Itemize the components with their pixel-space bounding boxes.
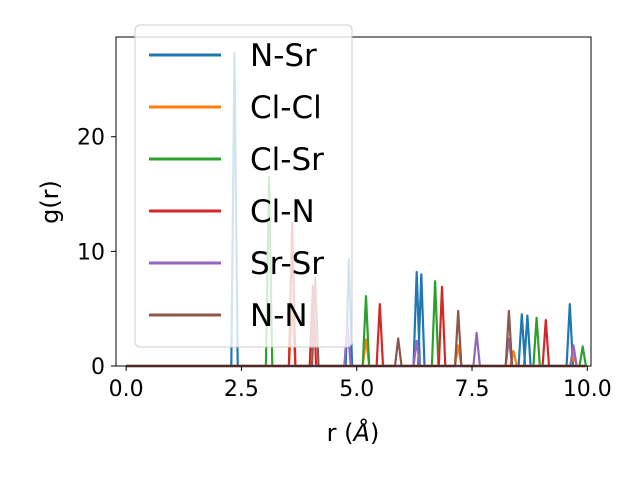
x-tick-label-1: 2.5 bbox=[224, 377, 259, 402]
x-tick-label-0: 0.0 bbox=[109, 377, 144, 402]
legend-label-1: Cl-Cl bbox=[250, 90, 322, 126]
plot-frame bbox=[115, 36, 592, 367]
x-tick-label-3: 7.5 bbox=[455, 377, 490, 402]
legend-box bbox=[134, 24, 353, 348]
y-tick-label-1: 10 bbox=[77, 240, 105, 265]
y-axis-label: g(r) bbox=[36, 180, 64, 224]
legend-label-0: N-Sr bbox=[250, 38, 317, 74]
legend-label-4: Sr-Sr bbox=[250, 246, 324, 282]
y-tick-label-2: 20 bbox=[77, 126, 105, 151]
x-tick-label-4: 10.0 bbox=[563, 377, 612, 402]
legend: N-Sr Cl-Cl Cl-Sr Cl-N Sr-Sr N-N bbox=[134, 24, 353, 348]
legend-label-5: N-N bbox=[250, 298, 308, 334]
y-tick-label-0: 0 bbox=[91, 355, 105, 380]
series-line-4 bbox=[126, 322, 585, 368]
ticks-layer: 0.0 2.5 5.0 7.5 10.0 0 10 20 bbox=[77, 126, 612, 402]
legend-label-2: Cl-Sr bbox=[250, 142, 324, 178]
x-axis-label: r (Å) bbox=[327, 418, 380, 447]
legend-label-3: Cl-N bbox=[250, 194, 315, 230]
x-tick-label-2: 5.0 bbox=[339, 377, 374, 402]
